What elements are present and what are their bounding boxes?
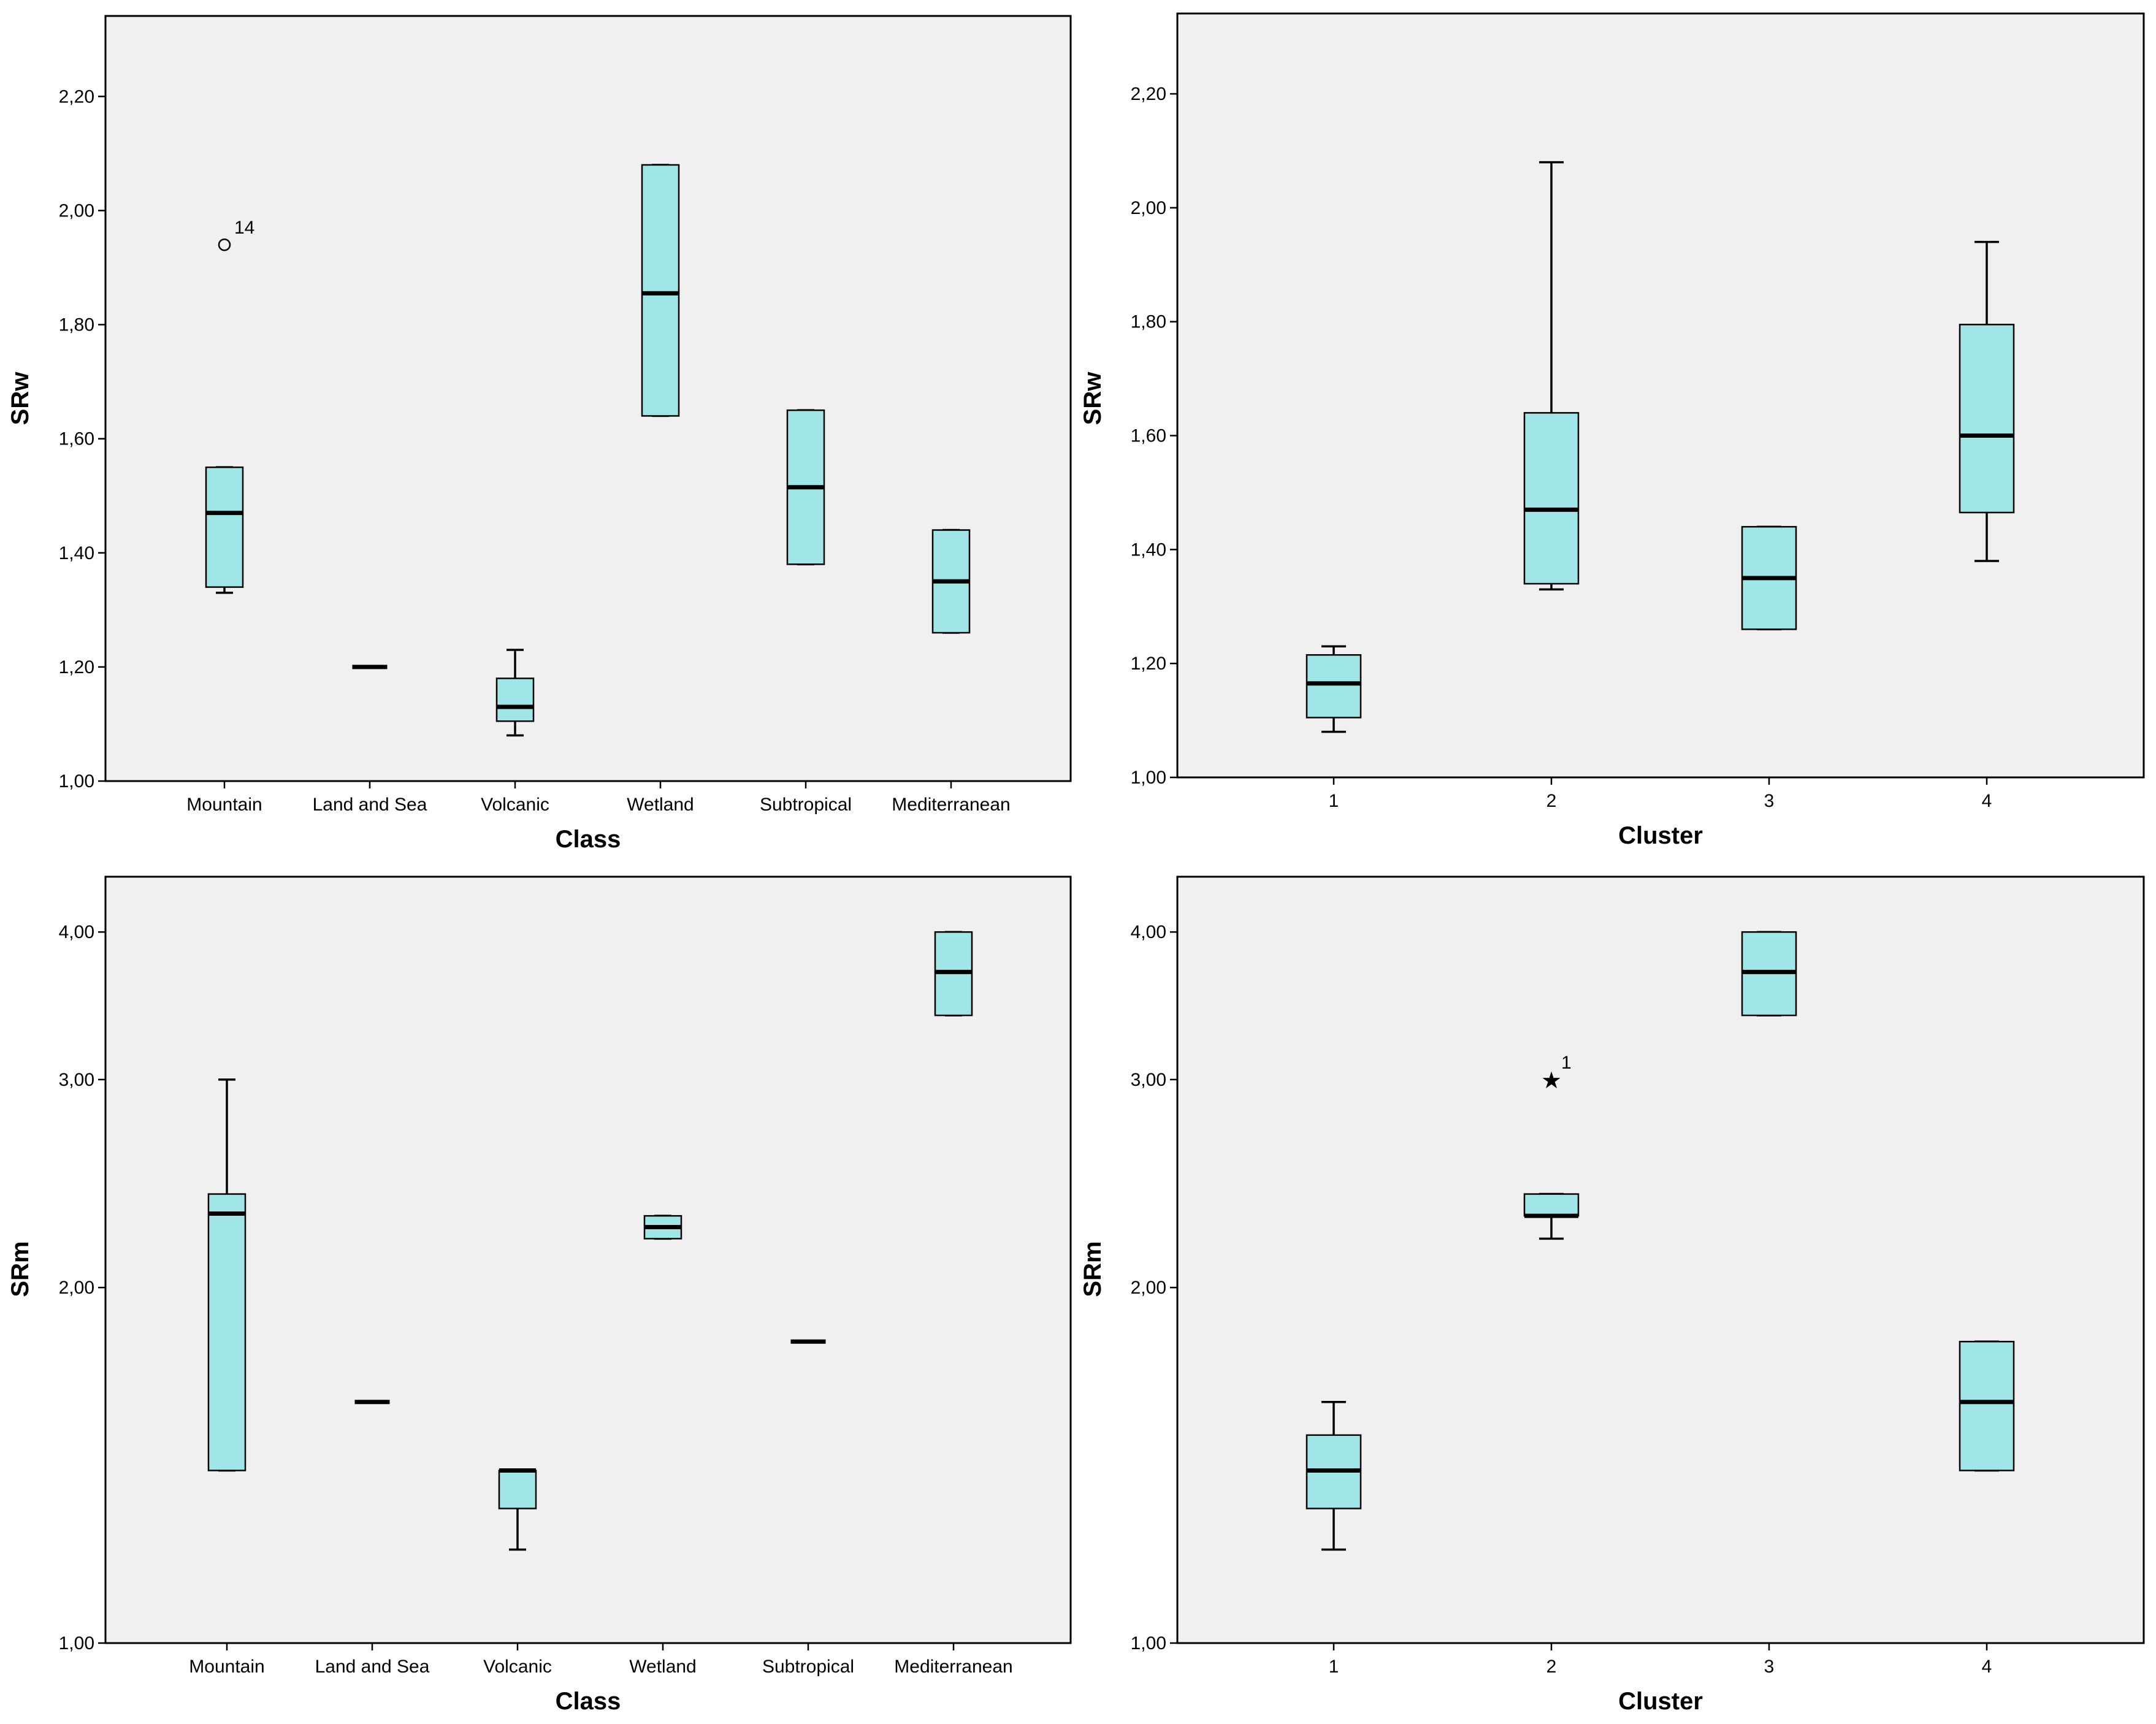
y-tick-label: 1,00 — [59, 771, 94, 791]
chart-panel-2: 1,00 1,20 1,40 1,60 1,80 2,00 2,20 1 2 3 4 Cluster S… — [1079, 12, 2145, 849]
y-axis-title: SRw — [1079, 372, 1106, 425]
x-axis-title: Class — [556, 826, 621, 853]
box-body — [1305, 654, 1362, 719]
y-tick-label: 2,20 — [1131, 84, 1166, 104]
plot-area — [104, 15, 1072, 782]
y-tick-label: 2,00 — [59, 200, 94, 221]
box-body — [207, 1193, 247, 1471]
x-axis-title: Cluster — [1618, 822, 1703, 849]
x-tick-label: 2 — [1546, 1657, 1557, 1677]
y-tick-label: 1,00 — [59, 1633, 94, 1653]
y-tick-label: 2,00 — [1131, 1278, 1166, 1298]
chart-panel-1: 1,00 1,20 1,40 1,60 1,80 2,00 2,20 Mountain Land… — [7, 15, 1072, 853]
plot-area — [1176, 875, 2145, 1644]
x-tick-label: Mountain — [186, 795, 262, 815]
x-tick-label: Land and Sea — [313, 795, 427, 815]
box-volcanic — [495, 649, 535, 737]
box-3 — [1741, 525, 1797, 631]
x-tick-label: Wetland — [629, 1657, 697, 1677]
x-tick-label: Mediterranean — [892, 795, 1010, 815]
box-4 — [1959, 1340, 2015, 1472]
x-tick-label: Subtropical — [762, 1657, 854, 1677]
box-mountain — [207, 1078, 247, 1472]
box-1 — [1305, 645, 1362, 733]
outlier-label: 14 — [234, 218, 254, 238]
x-tick-label: Subtropical — [760, 795, 852, 815]
box-wetland — [643, 1215, 682, 1240]
y-tick-label: 1,80 — [1131, 312, 1166, 332]
y-axis-title: SRm — [7, 1241, 34, 1297]
y-axis-title: SRw — [7, 372, 34, 425]
box-4 — [1959, 240, 2015, 562]
x-tick-label: Wetland — [627, 795, 694, 815]
y-tick-label: 1,20 — [1131, 654, 1166, 674]
box-mediterranean — [934, 931, 973, 1016]
x-tick-label: 4 — [1982, 1657, 1992, 1677]
x-tick-label: 3 — [1764, 1657, 1775, 1677]
y-tick-label: 4,00 — [1131, 922, 1166, 942]
y-tick-label: 1,40 — [59, 543, 94, 563]
box-subtropical — [786, 409, 825, 566]
box-body — [498, 1470, 537, 1509]
box-mediterranean — [931, 528, 971, 634]
x-tick-label: 2 — [1546, 791, 1557, 811]
x-tick-label: 4 — [1982, 791, 1992, 811]
box-body — [1959, 1340, 2015, 1471]
outlier-label: 1 — [1561, 1053, 1572, 1073]
box-1 — [1305, 1401, 1362, 1551]
x-tick-label: Land and Sea — [315, 1657, 430, 1677]
y-tick-label: 1,00 — [1131, 768, 1166, 788]
box-3 — [1741, 931, 1797, 1016]
box-body — [205, 466, 244, 588]
x-tick-label: Mediterranean — [894, 1657, 1012, 1677]
x-tick-label: 1 — [1329, 1657, 1339, 1677]
x-tick-label: 3 — [1764, 791, 1775, 811]
x-tick-label: Mountain — [189, 1657, 264, 1677]
x-axis-title: Class — [556, 1688, 621, 1715]
box-body — [1523, 1193, 1580, 1217]
y-tick-label: 1,60 — [59, 429, 94, 449]
y-tick-label: 3,00 — [59, 1070, 94, 1090]
y-tick-label: 2,20 — [59, 86, 94, 107]
y-tick-label: 2,00 — [1131, 198, 1166, 218]
box-volcanic — [498, 1468, 537, 1551]
x-tick-label: 1 — [1329, 791, 1339, 811]
plot-area — [104, 875, 1072, 1644]
y-tick-label: 4,00 — [59, 922, 94, 942]
outlier-marker — [218, 238, 231, 251]
box-2 — [1523, 161, 1580, 591]
y-tick-label: 1,40 — [1131, 540, 1166, 560]
y-tick-label: 1,60 — [1131, 426, 1166, 446]
box-body — [641, 164, 680, 417]
y-axis-title: SRm — [1079, 1241, 1106, 1297]
chart-panel-3: 1,00 2,00 3,00 4,00 Mountain Land and Sea Volc… — [7, 875, 1072, 1715]
x-axis-title: Cluster — [1618, 1688, 1703, 1715]
y-tick-label: 1,00 — [1131, 1633, 1166, 1653]
y-tick-label: 1,20 — [59, 657, 94, 677]
x-tick-label: Volcanic — [483, 1657, 552, 1677]
y-tick-label: 2,00 — [59, 1278, 94, 1298]
box-body — [1959, 324, 2015, 514]
box-body — [1523, 412, 1580, 585]
x-tick-label: Volcanic — [481, 795, 549, 815]
y-tick-label: 1,80 — [59, 315, 94, 335]
box-wetland — [641, 164, 680, 418]
box-body — [495, 677, 535, 722]
y-tick-label: 3,00 — [1131, 1070, 1166, 1090]
box-mountain — [205, 466, 244, 594]
box-2 — [1523, 1192, 1580, 1240]
outlier-marker: ★ — [1541, 1068, 1562, 1094]
